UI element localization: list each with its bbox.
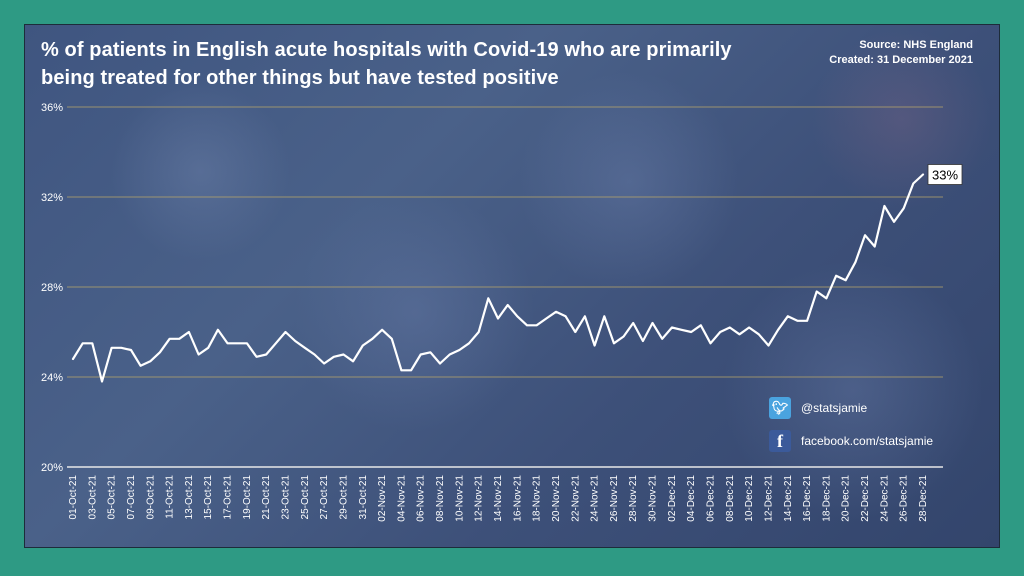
x-tick-label: 30-Nov-21: [648, 475, 659, 522]
twitter-handle: @statsjamie: [801, 401, 868, 415]
x-tick-label: 04-Dec-21: [686, 475, 697, 522]
x-tick-label: 14-Nov-21: [493, 475, 504, 522]
x-tick-label: 26-Nov-21: [609, 475, 620, 522]
x-tick-label: 27-Oct-21: [319, 475, 330, 520]
x-tick-label: 31-Oct-21: [358, 475, 369, 520]
x-tick-label: 22-Dec-21: [860, 475, 871, 522]
series-line: [71, 173, 925, 383]
x-tick-label: 12-Nov-21: [474, 475, 485, 522]
y-tick-label: 24%: [41, 372, 63, 384]
created-label: Created: 31 December 2021: [829, 54, 973, 66]
x-tick-label: 05-Oct-21: [107, 475, 118, 520]
x-tick-label: 13-Oct-21: [184, 475, 195, 520]
facebook-f-icon: f: [769, 430, 791, 452]
x-tick-label: 24-Dec-21: [879, 475, 890, 522]
x-tick-label: 23-Oct-21: [281, 475, 292, 520]
x-tick-label: 25-Oct-21: [300, 475, 311, 520]
x-tick-label: 28-Dec-21: [918, 475, 929, 522]
chart-panel: 20% 24% 28% 32% 36% 01-Oct-21 03-Oct-21 05-Oct-…: [24, 24, 1000, 548]
facebook-credit: f facebook.com/statsjamie: [769, 429, 933, 453]
x-tick-label: 18-Nov-21: [532, 475, 543, 522]
source-note: Source: NHS England Created: 31 December…: [829, 38, 973, 68]
x-tick-label: 20-Nov-21: [551, 475, 562, 522]
x-tick-label: 16-Nov-21: [512, 475, 523, 522]
x-tick-label: 02-Dec-21: [667, 475, 678, 522]
x-tick-label: 15-Oct-21: [203, 475, 214, 520]
y-tick-label: 36%: [41, 102, 63, 114]
x-tick-label: 16-Dec-21: [802, 475, 813, 522]
x-tick-label: 06-Nov-21: [416, 475, 427, 522]
source-label: Source: NHS England: [859, 39, 973, 51]
x-tick-label: 09-Oct-21: [145, 475, 156, 520]
x-tick-label: 07-Oct-21: [126, 475, 137, 520]
x-tick-label: 18-Dec-21: [821, 475, 832, 522]
x-tick-label: 20-Dec-21: [841, 475, 852, 522]
y-tick-label: 28%: [41, 282, 63, 294]
x-tick-label: 03-Oct-21: [87, 475, 98, 520]
end-value-text: 33%: [932, 168, 958, 183]
chart-title: % of patients in English acute hospitals…: [41, 39, 732, 89]
x-tick-label: 02-Nov-21: [377, 475, 388, 522]
twitter-bird-icon: 🐦︎: [769, 397, 791, 419]
y-tick-label: 20%: [41, 462, 63, 474]
x-tick-label: 10-Dec-21: [744, 475, 755, 522]
x-tick-label: 24-Nov-21: [590, 475, 601, 522]
x-tick-label: 28-Nov-21: [628, 475, 639, 522]
x-tick-label: 12-Dec-21: [763, 475, 774, 522]
x-tick-label: 21-Oct-21: [261, 475, 272, 520]
y-tick-label: 32%: [41, 192, 63, 204]
end-value-label: 33%: [927, 164, 963, 185]
x-tick-label: 19-Oct-21: [242, 475, 253, 520]
x-tick-label: 06-Dec-21: [706, 475, 717, 522]
line-chart: 20% 24% 28% 32% 36% 01-Oct-21 03-Oct-21 05-Oct-…: [41, 102, 963, 522]
x-tick-label: 22-Nov-21: [570, 475, 581, 522]
x-tick-label: 17-Oct-21: [223, 475, 234, 520]
x-tick-label: 04-Nov-21: [396, 475, 407, 522]
x-tick-label: 29-Oct-21: [338, 475, 349, 520]
twitter-credit: 🐦︎ @statsjamie: [769, 396, 867, 420]
x-tick-label: 01-Oct-21: [68, 475, 79, 520]
x-tick-label: 08-Dec-21: [725, 475, 736, 522]
x-tick-label: 10-Nov-21: [454, 475, 465, 522]
x-tick-label: 11-Oct-21: [165, 475, 176, 519]
x-tick-label: 08-Nov-21: [435, 475, 446, 522]
x-tick-label: 26-Dec-21: [899, 475, 910, 522]
facebook-url: facebook.com/statsjamie: [801, 434, 934, 448]
x-tick-label: 14-Dec-21: [783, 475, 794, 522]
